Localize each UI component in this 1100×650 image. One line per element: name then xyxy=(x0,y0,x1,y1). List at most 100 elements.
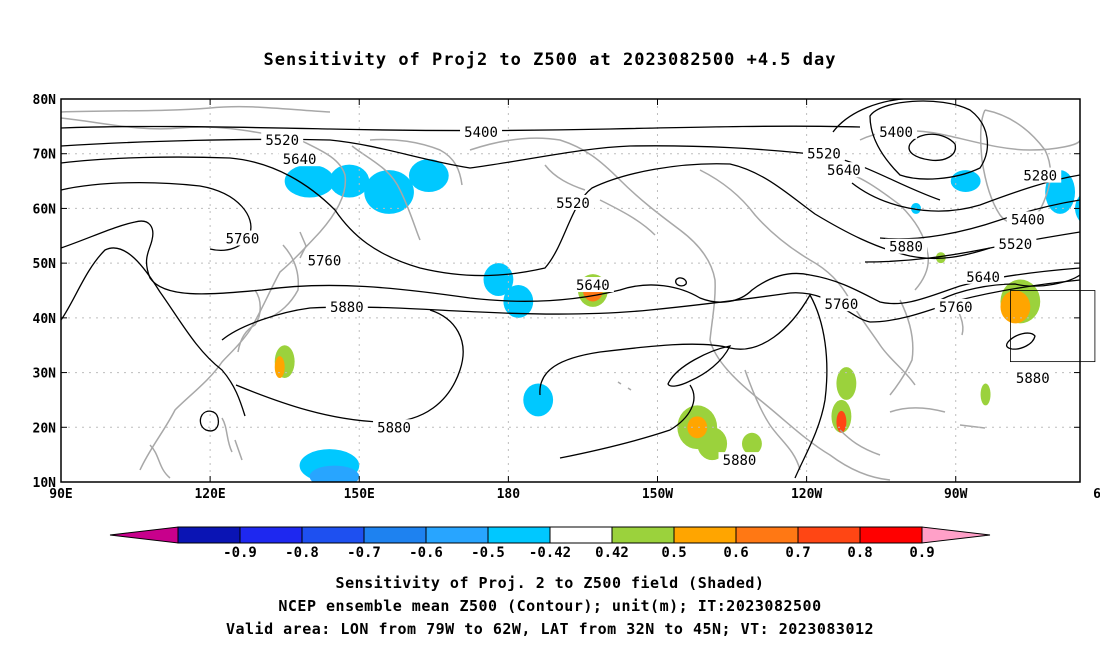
contour-label-bg xyxy=(1006,211,1049,227)
colorbar-label: -0.42 xyxy=(529,545,571,561)
coastline-layer xyxy=(61,105,1080,481)
colorbar-label: -0.8 xyxy=(285,545,319,561)
x-tick-label: 180 xyxy=(497,487,521,502)
positive-sensitivity-region xyxy=(697,427,728,461)
negative-sensitivity-region xyxy=(1095,334,1100,378)
positive-sensitivity-region xyxy=(1000,290,1031,324)
contour-labels: 5520564057605760588054005520564058805880… xyxy=(221,123,1062,469)
contour-label: 5520 xyxy=(556,196,590,212)
contour-label: 5640 xyxy=(283,152,317,168)
negative-sensitivity-region xyxy=(1085,236,1100,280)
x-tick-label: 90W xyxy=(944,487,968,502)
colorbar-label: -0.6 xyxy=(409,545,443,561)
contour-label-bg xyxy=(822,162,865,178)
colorbar-label: -0.5 xyxy=(471,545,505,561)
colorbar-label: 0.8 xyxy=(847,545,872,561)
colorbar-box xyxy=(611,526,675,544)
negative-sensitivity-region xyxy=(408,159,449,193)
colorbar-box xyxy=(797,526,861,544)
contour-label-bg xyxy=(373,419,416,435)
x-tick-label: 150W xyxy=(642,487,673,502)
colorbar-box xyxy=(487,526,551,544)
contour-label-bg xyxy=(571,277,614,293)
contour-label: 5880 xyxy=(889,240,923,256)
contour-label-bg xyxy=(460,123,503,139)
positive-sensitivity-region xyxy=(274,356,285,379)
y-tick-label: 50N xyxy=(33,257,57,272)
contour-label: 5760 xyxy=(939,300,973,316)
contour-label: 5760 xyxy=(308,253,342,269)
colorbar-label: -0.9 xyxy=(223,545,257,561)
caption-line-1: Sensitivity of Proj. 2 to Z500 field (Sh… xyxy=(335,574,765,592)
negative-sensitivity-region xyxy=(284,164,335,198)
contour-label-bg xyxy=(261,132,304,148)
x-axis-ticks: 90E 120E 150E 180 150W 120W 90W 60W xyxy=(49,99,1100,502)
contour-label: 5520 xyxy=(807,147,841,163)
negative-sensitivity-region xyxy=(364,170,414,214)
y-tick-label: 30N xyxy=(33,367,57,382)
contour-label: 5760 xyxy=(825,297,859,313)
negative-sensitivity-region xyxy=(309,465,360,482)
positive-sensitivity-region xyxy=(836,367,857,400)
plot-frame xyxy=(60,98,1081,483)
shaded-sensitivity-layer xyxy=(274,159,1100,482)
contour-label: 5520 xyxy=(999,237,1033,253)
positive-sensitivity-region xyxy=(687,416,708,439)
negative-sensitivity-region xyxy=(1080,203,1100,236)
colorbar-box xyxy=(549,526,613,544)
contour-label: 5400 xyxy=(879,125,913,141)
contour-label: 5520 xyxy=(265,133,299,149)
contour-label-bg xyxy=(962,268,1005,284)
y-tick-label: 10N xyxy=(33,476,57,491)
contour-label: 5400 xyxy=(1011,212,1045,228)
contour-label: 5880 xyxy=(377,420,411,436)
colorbar: -0.9 -0.8 -0.7 -0.6 -0.5 -0.42 0.42 0.5 0.6 0.7 0.… xyxy=(109,526,991,561)
contour-label: 5760 xyxy=(226,232,260,248)
colorbar-box xyxy=(301,526,365,544)
contour-label-bg xyxy=(221,230,264,246)
contour-label-bg xyxy=(875,123,918,139)
caption-line-3: Valid area: LON from 79W to 62W, LAT fro… xyxy=(225,620,875,638)
colorbar-box xyxy=(363,526,427,544)
contour-label-bg xyxy=(325,298,368,314)
contour-label: 5400 xyxy=(464,125,498,141)
positive-sensitivity-region xyxy=(741,432,762,455)
negative-sensitivity-region xyxy=(329,164,370,198)
y-axis-ticks: 10N 20N 30N 40N 50N 60N 70N 80N xyxy=(33,93,1080,491)
colorbar-box xyxy=(735,526,799,544)
contour-label-bg xyxy=(551,194,594,210)
contour-label-bg xyxy=(1019,167,1062,183)
negative-sensitivity-region xyxy=(483,263,514,296)
colorbar-box xyxy=(239,526,303,544)
y-tick-label: 20N xyxy=(33,421,57,436)
contour-label: 5280 xyxy=(1023,169,1057,185)
contour-label: 5640 xyxy=(966,270,1000,286)
contour-label-bg xyxy=(303,252,346,268)
contour-label-bg xyxy=(820,296,863,312)
colorbar-box xyxy=(425,526,489,544)
valid-area-box xyxy=(1010,290,1096,363)
contour-label: 5640 xyxy=(827,163,861,179)
colorbar-right-triangle xyxy=(921,526,991,544)
x-tick-label: 120W xyxy=(791,487,822,502)
colorbar-label: 0.5 xyxy=(661,545,686,561)
caption-line-2: NCEP ensemble mean Z500 (Contour); unit(… xyxy=(278,597,822,615)
colorbar-label: 0.9 xyxy=(909,545,934,561)
contour-label-bg xyxy=(885,238,928,254)
contour-label-bg xyxy=(803,145,846,161)
z500-contours xyxy=(61,99,1080,479)
contour-label: 5640 xyxy=(576,278,610,294)
contour-label-bg xyxy=(1011,370,1054,386)
x-tick-label: 60W xyxy=(1093,487,1100,502)
contour-label: 5880 xyxy=(330,300,364,316)
x-tick-label: 90E xyxy=(49,487,72,502)
colorbar-label: 0.6 xyxy=(723,545,748,561)
x-tick-label: 120E xyxy=(194,487,225,502)
contour-label-bg xyxy=(718,452,761,468)
positive-sensitivity-region xyxy=(980,383,991,406)
contour-label-bg xyxy=(278,151,321,167)
colorbar-label: 0.42 xyxy=(595,545,629,561)
contour-label: 5880 xyxy=(723,453,757,469)
